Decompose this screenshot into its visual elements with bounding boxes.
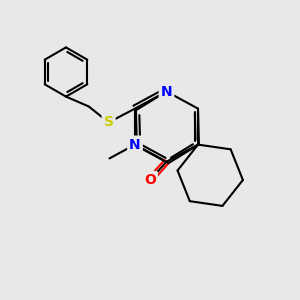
Text: O: O xyxy=(144,173,156,187)
Text: N: N xyxy=(129,138,141,152)
Text: N: N xyxy=(161,85,172,98)
Text: S: S xyxy=(103,116,114,129)
